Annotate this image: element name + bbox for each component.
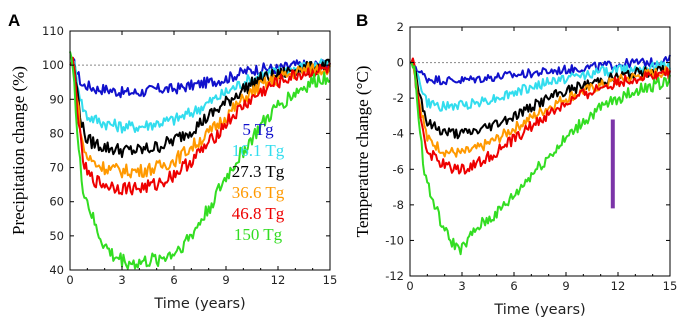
x-tick-label: 6 (170, 273, 177, 287)
series-line-5-tg (410, 54, 671, 86)
y-tick-label: -8 (393, 198, 404, 212)
x-tick-label: 9 (222, 273, 229, 287)
series-line-150-tg (410, 61, 671, 256)
y-tick-label: 60 (49, 195, 64, 209)
y-axis-title: Temperature change (°C) (353, 66, 372, 238)
series-line-46-8-tg (69, 56, 331, 196)
y-tick-label: 70 (49, 161, 64, 175)
plot-frame (69, 30, 331, 271)
y-tick-label: 90 (49, 92, 64, 106)
series-line-46-8-tg (410, 57, 671, 175)
y-tick-label: -4 (393, 127, 404, 141)
panel-label: A (8, 11, 20, 30)
panel-label: B (356, 11, 368, 30)
legend-entry: 46.8 Tg (232, 204, 285, 223)
series-line-36-6-tg (69, 60, 331, 179)
legend-entry: 5 Tg (242, 120, 274, 139)
series-line-16-1-tg (410, 60, 671, 112)
y-tick-label: -10 (385, 233, 404, 247)
panel-b-chart: B 0 3 6 9 12 15 -12 -10 -8 -6 -4 -2 0 2 Time (years) Tem… (353, 11, 677, 318)
series-line-36-6-tg (410, 60, 671, 158)
y-tick-label: -2 (393, 91, 404, 105)
x-tick-label: 3 (458, 279, 465, 293)
x-tick-label: 15 (323, 273, 338, 287)
legend-entry: 36.6 Tg (232, 183, 285, 202)
legend-entry: 27.3 Tg (232, 162, 285, 181)
y-tick-label: 2 (397, 20, 404, 34)
x-axis-title: Time (years) (493, 302, 585, 318)
y-tick-label: 110 (42, 24, 64, 38)
x-tick-label: 15 (663, 279, 678, 293)
panel-a-chart: A 0 3 6 9 12 15 40 50 60 70 80 90 100 110 Time (years) P… (8, 11, 337, 312)
series-line-150-tg (69, 51, 331, 270)
y-tick-label: -12 (385, 269, 404, 283)
plot-frame (409, 26, 671, 277)
y-tick-label: 100 (42, 58, 64, 72)
y-axis-title: Precipitation change (%) (9, 66, 28, 235)
y-tick-label: 80 (49, 126, 64, 140)
x-tick-label: 9 (562, 279, 569, 293)
series-line-16-1-tg (69, 58, 331, 134)
y-tick-label: 40 (49, 263, 64, 277)
x-tick-label: 12 (611, 279, 626, 293)
series-line-27-3-tg (69, 58, 331, 159)
x-tick-label: 3 (118, 273, 125, 287)
y-tick-label: -6 (393, 162, 404, 176)
x-tick-label: 0 (406, 279, 413, 293)
x-tick-label: 0 (66, 273, 73, 287)
legend-entry: 16.1 Tg (232, 141, 285, 160)
y-tick-label: 0 (397, 56, 404, 70)
x-tick-label: 6 (510, 279, 517, 293)
legend-entry: 150 Tg (234, 225, 283, 244)
x-axis-title: Time (years) (153, 296, 245, 312)
x-tick-label: 12 (271, 273, 286, 287)
series-line-5-tg (69, 57, 331, 99)
y-tick-label: 50 (49, 229, 64, 243)
